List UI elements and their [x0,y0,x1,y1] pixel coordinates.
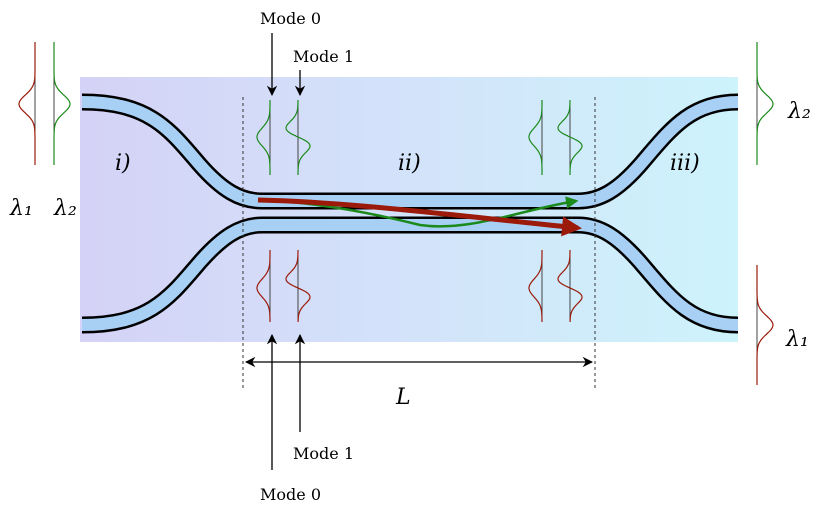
profile-curve [53,42,71,165]
region-label: i) [115,151,131,176]
mode-label: Mode 1 [293,47,354,66]
arrows [244,33,594,470]
profile-curve [285,100,311,175]
output-label: λ₁ [785,327,809,352]
mode-label: Mode 0 [260,9,321,28]
red-path [257,197,582,237]
dashed-lines [242,97,596,390]
length-label: L [395,385,411,410]
input-label: λ₂ [53,196,77,221]
waveguide [81,219,739,331]
mode-label: Mode 0 [260,485,321,504]
region-label: iii) [670,151,700,176]
profile-curve [256,250,271,322]
profile-curve [256,100,271,175]
input-label: λ₁ [9,196,33,221]
profile-curve [756,265,774,385]
mode-label: Mode 1 [293,444,354,463]
profile-curve [756,42,774,165]
profile-curve [18,42,36,165]
profile-curve [557,250,583,322]
profile-curve [528,100,543,175]
profile-curve [557,100,583,175]
mode-profiles [18,42,774,385]
output-label: λ₂ [787,99,811,124]
profile-curve [285,250,311,322]
region-label: ii) [398,151,421,176]
profile-curve [528,250,543,322]
